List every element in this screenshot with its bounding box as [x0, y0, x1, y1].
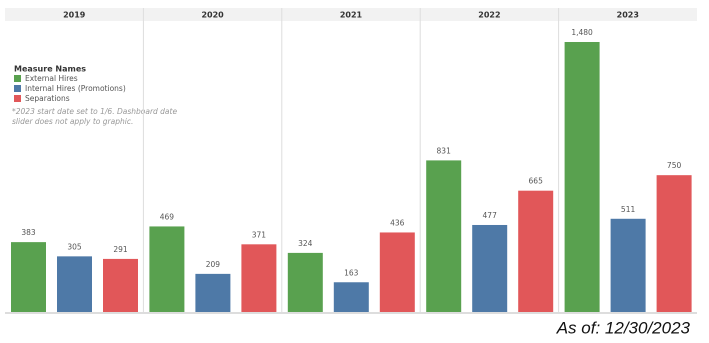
annotation: slider does not apply to graphic. [12, 117, 133, 126]
bar [564, 42, 600, 312]
bar [241, 244, 277, 312]
panel-header: 2020 [201, 11, 224, 20]
bar [11, 242, 46, 312]
bar [472, 224, 508, 312]
panel-header: 2021 [340, 11, 363, 20]
bar [426, 160, 462, 312]
bar [610, 218, 646, 312]
data-label: 291 [113, 245, 128, 254]
legend-label: Separations [25, 94, 70, 103]
data-label: 1,480 [571, 28, 593, 37]
data-label: 511 [621, 205, 636, 214]
bar [379, 232, 415, 312]
panel-header: 2022 [478, 11, 500, 20]
legend-swatch [14, 85, 21, 92]
panel-header: 2023 [617, 11, 639, 20]
data-label: 209 [206, 260, 221, 269]
data-label: 324 [298, 239, 313, 248]
panel-header: 2019 [63, 11, 86, 20]
legend-swatch [14, 75, 21, 82]
data-label: 665 [529, 177, 544, 186]
data-label: 163 [344, 268, 359, 277]
bar [57, 256, 92, 312]
footer: As of: 12/30/2023 [556, 318, 691, 337]
bar [195, 273, 231, 312]
data-label: 371 [252, 230, 267, 239]
bar [518, 190, 554, 312]
data-label: 436 [390, 218, 405, 227]
legend-swatch [14, 95, 21, 102]
legend-label: Internal Hires (Promotions) [25, 84, 126, 93]
bar [149, 226, 185, 312]
data-label: 383 [21, 228, 36, 237]
bar [333, 282, 369, 312]
data-label: 750 [667, 161, 682, 170]
header-band [5, 8, 697, 21]
annotation: *2023 start date set to 1/6. Dashboard d… [12, 107, 177, 116]
legend-title: Measure Names [14, 65, 86, 74]
bar [103, 258, 138, 312]
data-label: 477 [483, 211, 498, 220]
data-label: 831 [437, 146, 452, 155]
data-label: 469 [160, 212, 175, 221]
bar [287, 252, 323, 312]
legend-label: External Hires [25, 74, 78, 83]
bar [656, 175, 692, 312]
data-label: 305 [67, 242, 82, 251]
